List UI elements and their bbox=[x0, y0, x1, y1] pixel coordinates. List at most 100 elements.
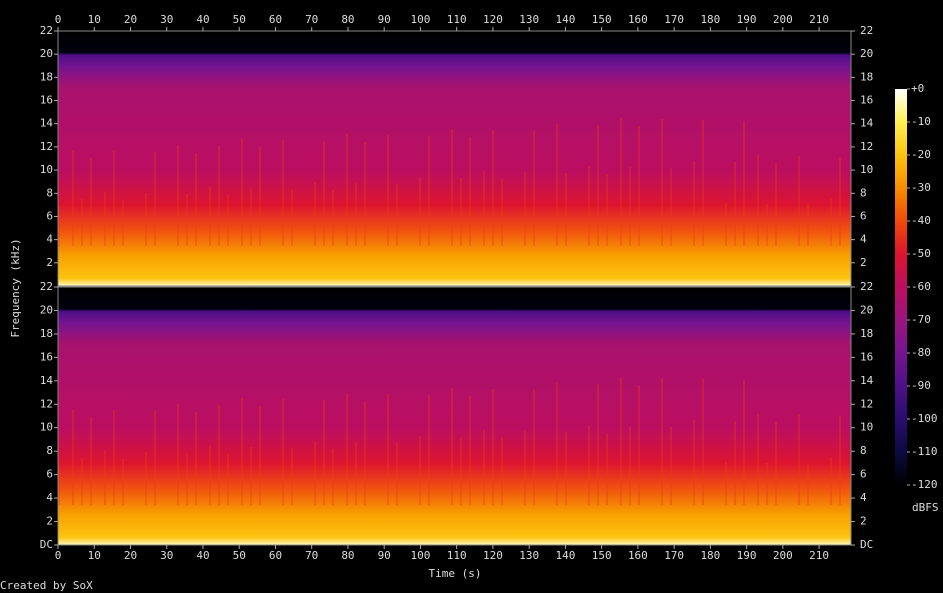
colorbar-label: dBFS bbox=[912, 501, 939, 514]
spectral-streak bbox=[346, 393, 348, 505]
x-tick-label: 0 bbox=[55, 13, 62, 26]
y-tick-label: 18 bbox=[860, 70, 873, 83]
y-tick-label: 12 bbox=[860, 397, 873, 410]
spectral-streak bbox=[419, 436, 421, 505]
x-tick-label: 200 bbox=[773, 13, 793, 26]
spectral-streak bbox=[483, 171, 485, 246]
spectral-streak bbox=[122, 200, 124, 246]
colorbar-tick-label: +0 bbox=[911, 82, 924, 95]
y-tick-label: 2 bbox=[860, 515, 867, 528]
x-tick-label: 90 bbox=[378, 13, 391, 26]
spectral-streak bbox=[533, 131, 535, 246]
x-tick-label: 180 bbox=[700, 549, 720, 562]
y-tick-label: 18 bbox=[860, 327, 873, 340]
spectral-streak bbox=[113, 410, 115, 505]
y-tick-label: 10 bbox=[40, 163, 53, 176]
x-tick-label: 150 bbox=[592, 549, 612, 562]
spectral-streak bbox=[743, 121, 745, 246]
spectral-streak bbox=[556, 124, 558, 246]
spectral-streak bbox=[757, 155, 759, 246]
spectral-streak bbox=[588, 425, 590, 505]
x-tick-label: 110 bbox=[447, 549, 467, 562]
spectral-streak bbox=[186, 453, 188, 505]
spectral-streak bbox=[565, 173, 567, 246]
spectral-streak bbox=[693, 161, 695, 246]
spectral-streak bbox=[620, 118, 622, 246]
spectral-streak bbox=[638, 385, 640, 505]
spectral-streak bbox=[227, 195, 229, 246]
y-tick-label: 8 bbox=[860, 444, 867, 457]
x-tick-label: 10 bbox=[88, 549, 101, 562]
spectral-streak bbox=[81, 199, 83, 246]
spectral-streak bbox=[533, 390, 535, 505]
y-tick-label: DC bbox=[40, 538, 53, 551]
spectral-streak bbox=[766, 463, 768, 505]
spectral-streak bbox=[451, 129, 453, 246]
y-tick-label: DC bbox=[860, 538, 873, 551]
spectral-streak bbox=[839, 416, 841, 505]
x-tick-label: 160 bbox=[628, 13, 648, 26]
y-tick-label: 16 bbox=[860, 350, 873, 363]
spectral-streak bbox=[282, 140, 284, 246]
colorbar bbox=[895, 89, 907, 485]
x-tick-label: 130 bbox=[519, 13, 539, 26]
x-tick-label: 20 bbox=[124, 13, 137, 26]
spectral-streak bbox=[145, 193, 147, 246]
y-tick-label: 22 bbox=[860, 24, 873, 37]
x-tick-label: 0 bbox=[55, 549, 62, 562]
spectral-streak bbox=[250, 447, 252, 505]
y-tick-label: 22 bbox=[40, 280, 53, 293]
spectral-streak bbox=[419, 177, 421, 246]
spectral-streak bbox=[90, 417, 92, 505]
spectral-streak bbox=[629, 426, 631, 505]
colorbar-tick-label: -60 bbox=[911, 280, 931, 293]
spectral-streak bbox=[396, 184, 398, 246]
y-tick-label: 20 bbox=[40, 47, 53, 60]
panel-frame bbox=[57, 286, 852, 546]
x-tick-label: 150 bbox=[592, 13, 612, 26]
spectral-streak bbox=[104, 451, 106, 505]
x-tick-label: 120 bbox=[483, 13, 503, 26]
x-tick-label: 180 bbox=[700, 13, 720, 26]
spectral-streak bbox=[259, 406, 261, 505]
spectral-streak bbox=[798, 156, 800, 246]
spectral-streak bbox=[387, 135, 389, 246]
spectral-streak bbox=[757, 414, 759, 505]
spectral-streak bbox=[702, 120, 704, 246]
y-tick-label: 4 bbox=[46, 491, 53, 504]
x-tick-label: 70 bbox=[305, 13, 318, 26]
spectral-streak bbox=[259, 147, 261, 246]
colorbar-tick-label: -100 bbox=[911, 412, 938, 425]
x-tick-label: 210 bbox=[809, 13, 829, 26]
spectral-streak bbox=[396, 443, 398, 505]
spectral-streak bbox=[291, 189, 293, 246]
y-tick-label: 22 bbox=[860, 280, 873, 293]
y-tick-label: 8 bbox=[46, 444, 53, 457]
y-tick-label: 18 bbox=[40, 70, 53, 83]
spectral-streak bbox=[734, 162, 736, 246]
colorbar-tick-label: -110 bbox=[911, 445, 938, 458]
x-tick-label: 70 bbox=[305, 549, 318, 562]
spectral-streak bbox=[209, 187, 211, 246]
spectral-streak bbox=[332, 190, 334, 246]
x-tick-label: 190 bbox=[737, 549, 757, 562]
colorbar-tick-label: -120 bbox=[911, 478, 938, 491]
spectral-streak bbox=[743, 380, 745, 505]
colorbar-tick-label: -70 bbox=[911, 313, 931, 326]
y-tick-label: 2 bbox=[46, 515, 53, 528]
colorbar-tick-label: -40 bbox=[911, 214, 931, 227]
y-axis-label: Frequency (kHz) bbox=[9, 238, 22, 337]
x-tick-label: 210 bbox=[809, 549, 829, 562]
spectral-streak bbox=[588, 166, 590, 246]
x-tick-label: 100 bbox=[410, 549, 430, 562]
spectral-streak bbox=[218, 405, 220, 505]
spectral-streak bbox=[638, 126, 640, 246]
y-tick-label: 12 bbox=[40, 140, 53, 153]
spectral-streak bbox=[693, 420, 695, 505]
spectral-streak bbox=[501, 438, 503, 505]
spectral-streak bbox=[524, 172, 526, 246]
spectral-streak bbox=[122, 459, 124, 505]
spectral-streak bbox=[314, 182, 316, 246]
spectral-streak bbox=[282, 399, 284, 505]
